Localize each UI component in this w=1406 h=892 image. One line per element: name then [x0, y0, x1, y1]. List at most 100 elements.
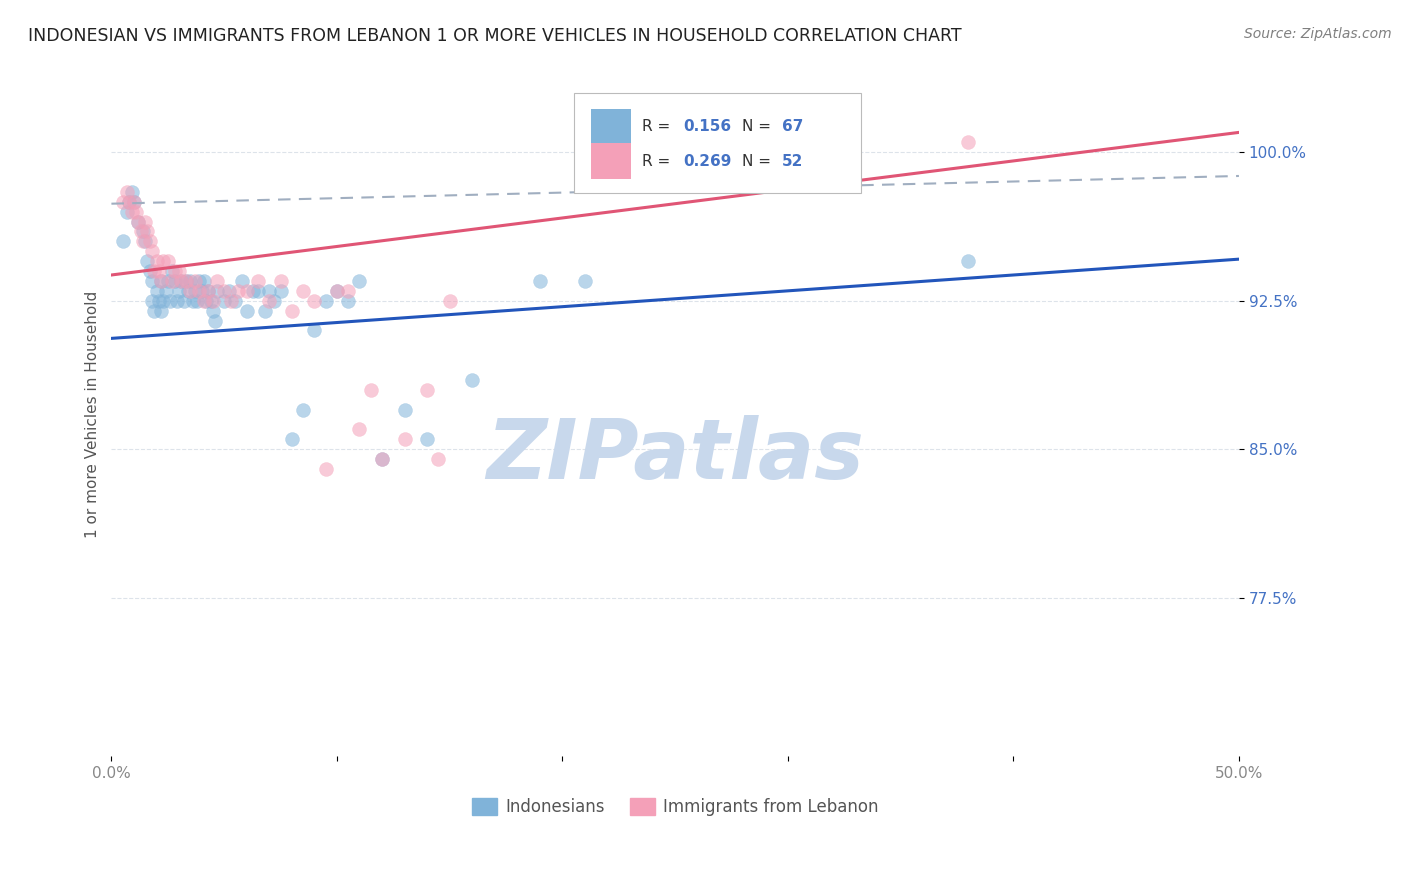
Point	[148, 264, 170, 278]
Point	[315, 462, 337, 476]
Point	[416, 383, 439, 397]
Point	[957, 136, 980, 150]
Point	[177, 284, 200, 298]
Point	[184, 284, 207, 298]
Point	[188, 284, 211, 298]
Text: Source: ZipAtlas.com: Source: ZipAtlas.com	[1244, 27, 1392, 41]
Point	[304, 323, 326, 337]
Point	[201, 303, 224, 318]
Point	[150, 274, 173, 288]
Point	[207, 274, 229, 288]
Point	[394, 433, 416, 447]
Point	[394, 402, 416, 417]
Point	[197, 284, 219, 298]
Point	[174, 274, 197, 288]
Y-axis label: 1 or more Vehicles in Household: 1 or more Vehicles in Household	[86, 291, 100, 538]
Point	[163, 264, 186, 278]
Point	[226, 284, 249, 298]
Point	[259, 293, 281, 308]
Text: INDONESIAN VS IMMIGRANTS FROM LEBANON 1 OR MORE VEHICLES IN HOUSEHOLD CORRELATIO: INDONESIAN VS IMMIGRANTS FROM LEBANON 1 …	[28, 27, 962, 45]
Point	[315, 293, 337, 308]
Point	[201, 293, 224, 308]
Point	[188, 274, 211, 288]
Point	[427, 452, 450, 467]
Point	[179, 274, 201, 288]
Point	[134, 214, 156, 228]
Point	[242, 284, 264, 298]
Point	[184, 274, 207, 288]
Point	[195, 293, 218, 308]
Point	[235, 284, 257, 298]
Point	[246, 274, 269, 288]
Point	[186, 293, 208, 308]
Point	[136, 224, 159, 238]
Point	[281, 433, 304, 447]
Point	[218, 284, 240, 298]
Point	[270, 284, 292, 298]
Point	[115, 185, 138, 199]
Point	[207, 284, 229, 298]
Point	[270, 274, 292, 288]
Point	[235, 303, 257, 318]
Point	[170, 274, 193, 288]
Point	[212, 284, 235, 298]
Text: ZIPatlas: ZIPatlas	[486, 415, 865, 496]
Point	[246, 284, 269, 298]
Point	[150, 274, 173, 288]
Point	[360, 383, 382, 397]
Point	[156, 274, 179, 288]
Point	[136, 254, 159, 268]
Point	[141, 244, 163, 259]
Point	[174, 274, 197, 288]
Text: R =: R =	[643, 153, 676, 169]
Point	[115, 204, 138, 219]
Point	[200, 293, 222, 308]
Point	[167, 264, 190, 278]
Point	[326, 284, 349, 298]
Text: N =: N =	[742, 153, 776, 169]
Point	[148, 293, 170, 308]
Point	[304, 293, 326, 308]
Text: 67: 67	[782, 120, 804, 135]
Point	[163, 274, 186, 288]
Text: R =: R =	[643, 120, 676, 135]
Point	[143, 264, 166, 278]
Text: N =: N =	[742, 120, 776, 135]
Point	[134, 235, 156, 249]
Legend: Indonesians, Immigrants from Lebanon: Indonesians, Immigrants from Lebanon	[465, 791, 886, 823]
FancyBboxPatch shape	[574, 94, 862, 193]
Point	[141, 293, 163, 308]
Point	[193, 293, 215, 308]
Point	[179, 284, 201, 298]
Point	[212, 293, 235, 308]
Point	[231, 274, 253, 288]
Point	[132, 235, 155, 249]
Point	[253, 303, 276, 318]
Point	[170, 274, 193, 288]
Point	[150, 303, 173, 318]
Point	[173, 293, 195, 308]
Point	[139, 264, 162, 278]
Text: 0.269: 0.269	[683, 153, 731, 169]
Point	[349, 422, 371, 436]
Point	[371, 452, 394, 467]
Point	[162, 274, 184, 288]
Point	[121, 185, 143, 199]
Point	[461, 373, 484, 387]
Point	[263, 293, 285, 308]
Point	[162, 264, 184, 278]
Point	[132, 224, 155, 238]
Point	[122, 194, 145, 209]
Point	[337, 293, 360, 308]
Point	[152, 293, 174, 308]
Point	[181, 293, 204, 308]
Point	[118, 194, 141, 209]
Point	[416, 433, 439, 447]
Point	[111, 235, 134, 249]
Point	[143, 303, 166, 318]
Point	[529, 274, 551, 288]
Point	[121, 204, 143, 219]
Point	[957, 254, 980, 268]
Point	[259, 284, 281, 298]
Point	[326, 284, 349, 298]
